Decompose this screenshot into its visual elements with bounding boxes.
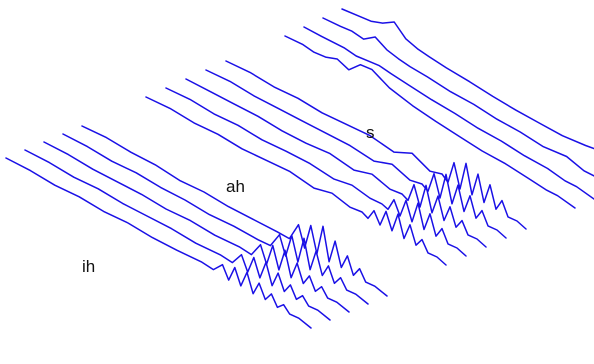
trace-s-4 bbox=[341, 8, 594, 150]
trace-ah-1 bbox=[145, 96, 447, 266]
trace-ah-4 bbox=[205, 69, 507, 239]
trace-ih-4 bbox=[62, 133, 369, 305]
group-label-ih: ih bbox=[82, 257, 95, 276]
trace-group-ih: ih bbox=[5, 125, 388, 329]
trace-ah-3 bbox=[185, 78, 487, 248]
group-label-s: s bbox=[366, 123, 375, 142]
trace-group-s: s bbox=[284, 8, 594, 209]
trace-ih-3 bbox=[43, 141, 350, 313]
group-label-ah: ah bbox=[226, 177, 245, 196]
trace-ih-2 bbox=[24, 149, 331, 321]
trace-ih-1 bbox=[5, 157, 312, 329]
trace-s-2 bbox=[303, 26, 594, 200]
trace-ah-5 bbox=[225, 60, 527, 230]
trace-ah-2 bbox=[165, 87, 467, 257]
trace-s-3 bbox=[322, 17, 594, 177]
trace-group-ah: ah bbox=[145, 60, 527, 266]
trace-s-1 bbox=[284, 35, 576, 209]
trace-ih-5 bbox=[81, 125, 388, 297]
